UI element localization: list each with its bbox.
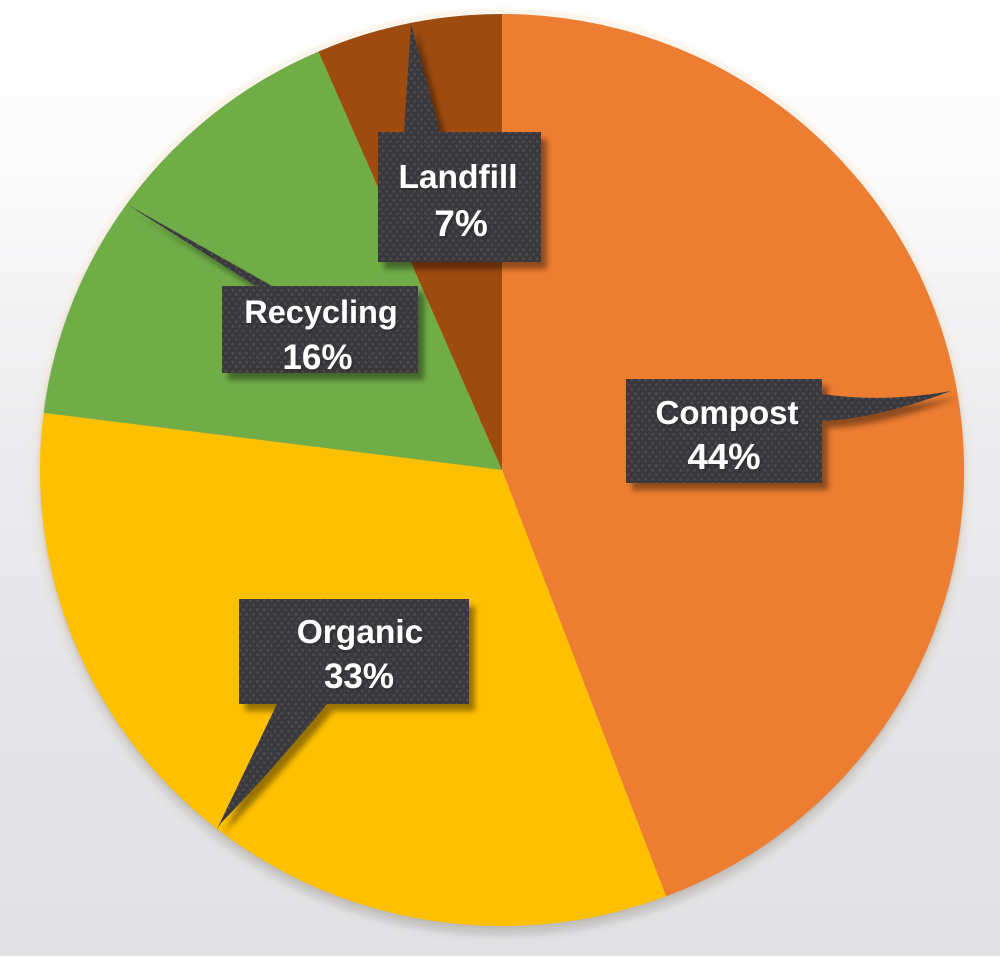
svg-text:Organic: Organic [297, 614, 424, 651]
svg-text:Landfill: Landfill [398, 159, 517, 196]
svg-text:Compost: Compost [656, 394, 799, 431]
svg-text:44%: 44% [687, 436, 760, 477]
svg-text:Recycling: Recycling [244, 294, 398, 330]
svg-text:33%: 33% [324, 657, 394, 696]
svg-text:7%: 7% [434, 203, 487, 244]
svg-text:16%: 16% [282, 338, 352, 377]
